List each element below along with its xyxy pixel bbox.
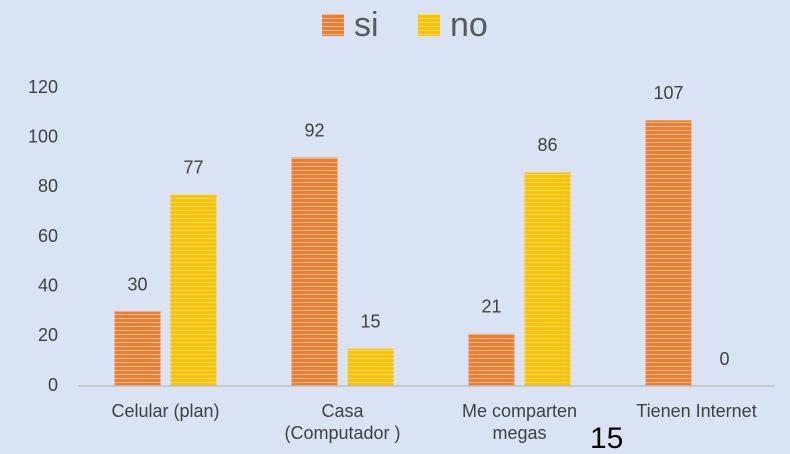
legend-swatch bbox=[322, 14, 344, 36]
x-tick-label: Tienen Internet bbox=[636, 401, 757, 421]
page-number: 15 bbox=[590, 422, 623, 454]
bar bbox=[170, 194, 217, 386]
bar bbox=[114, 311, 161, 386]
data-label: 21 bbox=[481, 297, 501, 317]
data-label: 92 bbox=[304, 120, 324, 140]
legend-label: si bbox=[354, 6, 379, 44]
legend-swatch bbox=[418, 14, 440, 36]
y-tick-label: 40 bbox=[38, 275, 58, 295]
data-label: 15 bbox=[360, 312, 380, 332]
data-label: 77 bbox=[183, 158, 203, 178]
data-label: 86 bbox=[537, 135, 557, 155]
data-label: 30 bbox=[127, 274, 147, 294]
x-tick-label: Me comparten megas bbox=[461, 401, 578, 443]
y-tick-label: 20 bbox=[38, 325, 58, 345]
y-tick-label: 60 bbox=[38, 226, 58, 246]
bar bbox=[291, 157, 338, 386]
x-tick-label: Casa (Computador ) bbox=[284, 401, 401, 443]
y-tick-label: 100 bbox=[28, 126, 58, 146]
bar bbox=[645, 120, 692, 387]
data-label: 0 bbox=[719, 349, 729, 369]
legend-label: no bbox=[450, 6, 488, 44]
y-tick-label: 120 bbox=[28, 77, 58, 97]
bar bbox=[524, 172, 571, 386]
bar bbox=[347, 348, 394, 386]
bar bbox=[468, 333, 515, 386]
y-tick-label: 0 bbox=[48, 375, 58, 395]
y-tick-label: 80 bbox=[38, 176, 58, 196]
x-tick-label: Celular (plan) bbox=[111, 401, 220, 421]
data-label: 107 bbox=[653, 83, 683, 103]
